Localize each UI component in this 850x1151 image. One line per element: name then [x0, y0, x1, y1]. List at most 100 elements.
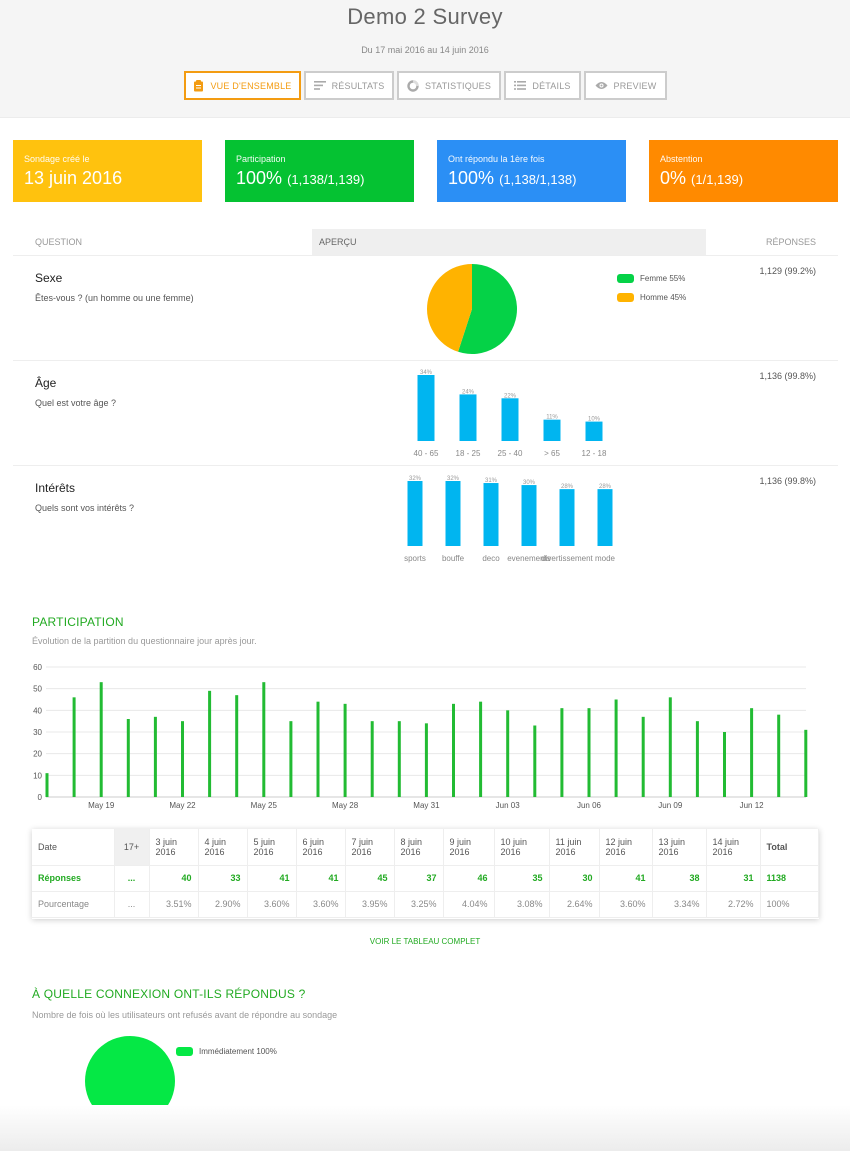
legend-swatch: [617, 293, 634, 302]
tab-label: Statistiques: [424, 80, 492, 91]
legend-swatch: [176, 1047, 193, 1056]
tab-overview[interactable]: Vue d'ensemble: [184, 71, 301, 100]
legend-femme: Femme 55%: [617, 274, 685, 283]
divider: [13, 360, 838, 361]
bar: [585, 421, 603, 441]
participation-bar: [560, 708, 564, 797]
bar-category-label: evenements: [507, 554, 551, 563]
x-tick-label: Jun 09: [658, 801, 683, 810]
participation-bar: [370, 721, 374, 797]
connection-pie-chart: [85, 1036, 175, 1126]
bar: [559, 489, 575, 546]
bar-category-label: deco: [482, 554, 500, 563]
bar: [445, 481, 461, 546]
table-cell: 3.95%: [345, 891, 395, 918]
participation-bar: [777, 714, 781, 797]
participation-bar: [235, 695, 239, 797]
bar-value-label: 34%: [420, 370, 433, 376]
bar-value-label: 10%: [588, 417, 601, 423]
bar-value-label: 28%: [561, 484, 574, 490]
connection-subtitle: Nombre de fois où les utilisateurs ont r…: [32, 1010, 338, 1020]
participation-bar: [668, 697, 672, 797]
bar-value-label: 22%: [504, 393, 517, 399]
pie-slice-homme: [427, 264, 472, 352]
table-cell: 3.08%: [494, 891, 550, 918]
table-cell: 31: [706, 865, 761, 892]
table-cell: 4.04%: [443, 891, 495, 918]
table-cell: 100%: [760, 891, 819, 918]
legend-immediate: Immédiatement 100%: [176, 1047, 277, 1056]
table-cell: 41: [599, 865, 653, 892]
header-cell: 7 juin 2016: [345, 829, 395, 866]
card-value: 13 juin 2016: [24, 168, 123, 188]
tab-results[interactable]: Résultats: [304, 71, 394, 100]
x-tick-label: Jun 12: [740, 801, 765, 810]
y-tick-label: 60: [33, 663, 42, 672]
table-cell: 40: [149, 865, 199, 892]
tab-statistics[interactable]: Statistiques: [397, 71, 501, 100]
table-cell: 3.51%: [149, 891, 199, 918]
question-name: Intérêts: [35, 481, 76, 495]
question-responses: 1,136 (99.8%): [759, 371, 816, 381]
interests-bar-chart: 32% sports 32% bouffe 31% deco 30% evenements 28…: [404, 476, 615, 563]
column-responses-header: Réponses: [765, 237, 816, 247]
header-cell: 11 juin 2016: [549, 829, 600, 866]
bar-value-label: 28%: [599, 484, 612, 490]
connection-title: À quelle connexion ont-ils répondus ?: [32, 987, 306, 1001]
age-bar-chart: 34% 40 - 65 24% 18 - 25 22% 25 - 40 11% > 65 10%…: [414, 370, 607, 458]
header-cell: 10 juin 2016: [494, 829, 550, 866]
participation-bar: [153, 716, 157, 797]
table-cell: 41: [247, 865, 297, 892]
bar-category-label: > 65: [544, 449, 560, 458]
table-header-row: Date 17+ 3 juin 2016 4 juin 2016 5 juin …: [32, 829, 819, 866]
table-cell: 37: [394, 865, 444, 892]
participation-bar: [45, 773, 49, 797]
participation-bar: [452, 703, 455, 797]
y-tick-label: 20: [33, 750, 42, 759]
bar-value-label: 24%: [462, 389, 475, 395]
card-detail: (1/1,139): [691, 172, 744, 187]
lines-icon: [313, 81, 326, 90]
x-tick-label: May 28: [332, 801, 359, 810]
tab-details[interactable]: Détails: [504, 71, 581, 100]
legend-label: Immédiatement 100%: [199, 1047, 277, 1056]
bar-value-label: 11%: [546, 415, 558, 421]
participation-bar: [614, 699, 618, 797]
card-label: Sondage créé le: [24, 154, 90, 164]
column-preview-header: Aperçu: [312, 229, 706, 255]
table-cell: ...: [114, 891, 150, 918]
participation-bar: [72, 697, 76, 797]
tab-label: Détails: [532, 80, 571, 91]
page-title: Demo 2 Survey: [347, 4, 503, 29]
tab-preview[interactable]: Preview: [584, 71, 667, 100]
participation-subtitle: Évolution de la partition du questionnai…: [32, 636, 257, 646]
tab-label: Preview: [613, 80, 657, 91]
table-cell: 35: [494, 865, 550, 892]
page-bottom: [0, 1105, 850, 1151]
card-detail: (1,138/1,139): [287, 172, 365, 187]
x-tick-label: May 31: [413, 801, 440, 810]
participation-bar: [208, 690, 212, 797]
card-created: Sondage créé le 13 juin 2016: [13, 140, 202, 202]
divider: [13, 465, 838, 466]
bar-category-label: 25 - 40: [498, 449, 523, 458]
participation-bar: [587, 708, 591, 797]
table-cell: Pourcentage: [32, 891, 115, 918]
view-full-table-link[interactable]: Voir le tableau complet: [369, 937, 481, 946]
x-tick-label: Jun 03: [496, 801, 521, 810]
legend-homme: Homme 45%: [617, 293, 686, 302]
participation-bar: [479, 701, 483, 797]
card-detail: (1,138/1,138): [499, 172, 577, 187]
bar-category-label: divertissement: [541, 554, 593, 563]
table-cell: 38: [652, 865, 707, 892]
table-cell: 3.25%: [394, 891, 444, 918]
tab-label: Vue d'ensemble: [210, 80, 292, 91]
list-icon: [514, 81, 527, 90]
survey-dates: Du 17 mai 2016 au 14 juin 2016: [361, 45, 489, 55]
participation-bar: [316, 701, 320, 797]
table-cell: 3.60%: [247, 891, 297, 918]
participation-bar: [695, 721, 699, 797]
header-cell: 17+: [114, 829, 150, 866]
participation-bar: [126, 719, 130, 797]
bar-category-label: 18 - 25: [456, 449, 481, 458]
